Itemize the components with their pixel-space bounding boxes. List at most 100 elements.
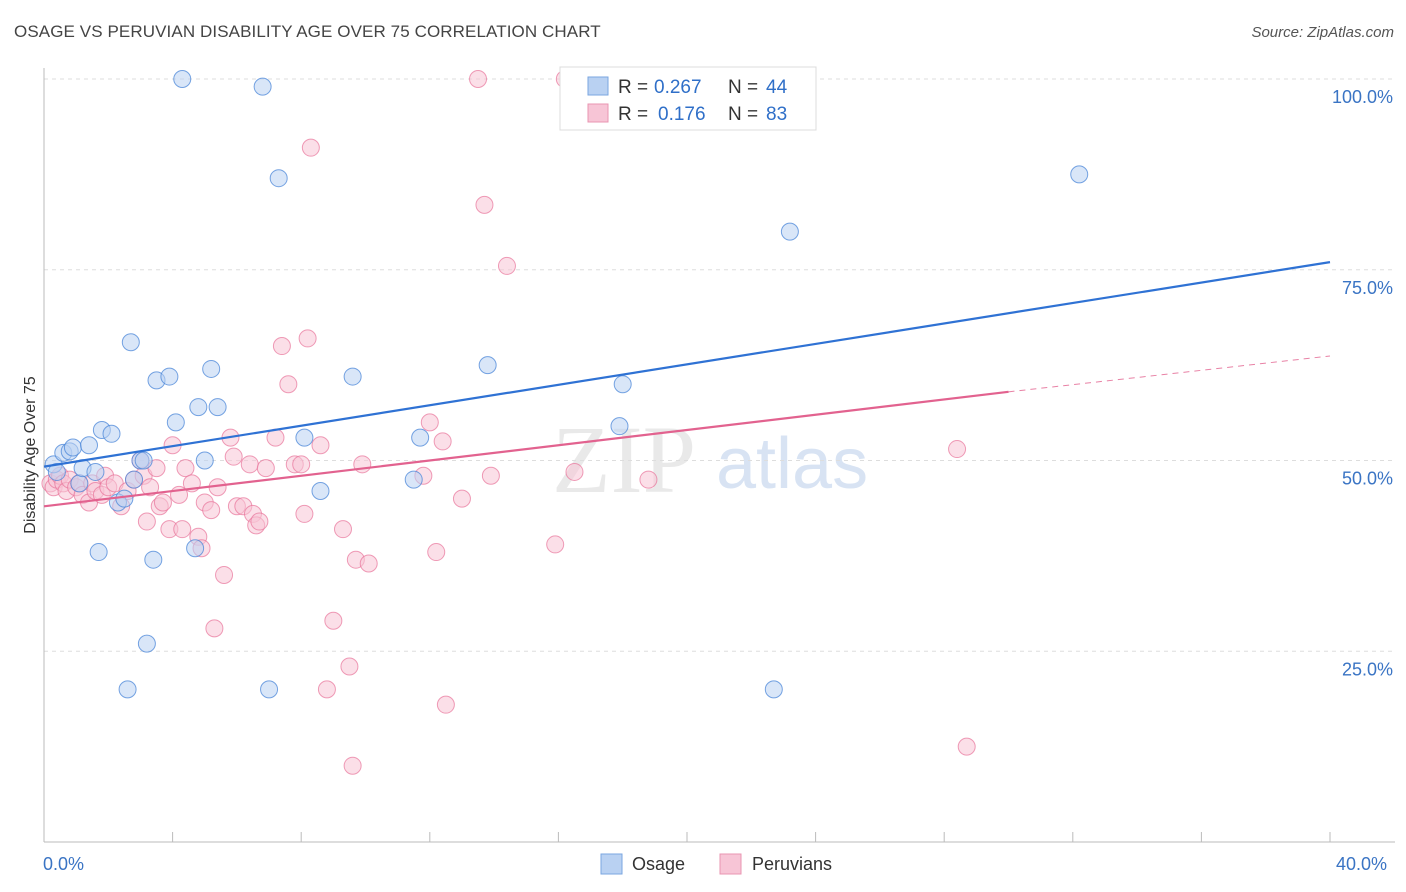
osage-point xyxy=(166,413,185,432)
osage-point xyxy=(134,451,153,470)
legend-r-label-peruvians: R = xyxy=(618,104,648,125)
legend-r-value-osage: 0.267 xyxy=(654,77,702,98)
legend-bottom-label-peruvians: Peruvians xyxy=(752,854,832,874)
peruvians-point xyxy=(279,375,298,394)
chart-title: OSAGE VS PERUVIAN DISABILITY AGE OVER 75… xyxy=(14,22,601,41)
osage-point xyxy=(173,70,192,88)
legend-swatch-peruvians xyxy=(587,103,609,123)
peruvians-point xyxy=(340,657,359,676)
peruvians-point xyxy=(224,447,243,466)
peruvians-point xyxy=(957,737,976,756)
peruvians-point xyxy=(176,459,195,478)
peruvians-point xyxy=(452,489,471,508)
osage-point xyxy=(125,470,144,489)
peruvians-point xyxy=(639,470,658,489)
peruvians-point xyxy=(298,329,317,348)
peruvians-point xyxy=(317,680,336,699)
osage-point xyxy=(269,169,288,188)
peruvians-point xyxy=(359,554,378,573)
peruvians-point xyxy=(948,440,967,459)
peruvians-point xyxy=(475,195,494,214)
peruvians-point xyxy=(250,512,269,531)
legend-n-label-peruvians: N = xyxy=(728,104,758,125)
osage-point xyxy=(118,680,137,699)
peruvians-point xyxy=(311,436,330,455)
osage-point xyxy=(260,680,279,699)
peruvians-point xyxy=(420,413,439,432)
peruvians-point xyxy=(497,256,516,275)
y-tick-labels: 100.0% 75.0% 50.0% 25.0% xyxy=(1332,87,1393,679)
gridlines xyxy=(44,78,1395,652)
legend-r-value-peruvians: 0.176 xyxy=(658,104,706,125)
legend-r-label-osage: R = xyxy=(618,77,648,98)
legend-n-value-peruvians: 83 xyxy=(766,104,787,125)
osage-point xyxy=(63,438,82,457)
y-tick-label: 50.0% xyxy=(1342,469,1393,489)
axes xyxy=(43,68,1395,843)
osage-point xyxy=(186,539,205,558)
osage-point xyxy=(343,367,362,386)
osage-point xyxy=(202,359,221,378)
y-axis-title: Disability Age Over 75 xyxy=(22,376,39,534)
legend-swatch-osage xyxy=(587,76,609,96)
peruvians-trend-extension xyxy=(1008,355,1331,393)
peruvians-point xyxy=(272,337,291,356)
osage-point xyxy=(115,489,134,508)
peruvians-point xyxy=(481,466,500,485)
y-tick-label: 100.0% xyxy=(1332,87,1393,107)
legend-n-label-osage: N = xyxy=(728,77,758,98)
osage-point xyxy=(764,680,783,699)
osage-point xyxy=(102,424,121,443)
legend-bottom-label-osage: Osage xyxy=(632,854,685,874)
peruvians-point xyxy=(292,455,311,474)
osage-point xyxy=(195,451,214,470)
osage-point xyxy=(478,356,497,375)
osage-point xyxy=(253,77,272,96)
osage-point xyxy=(613,375,632,394)
peruvians-point xyxy=(137,512,156,531)
osage-point xyxy=(295,428,314,447)
peruvians-point xyxy=(173,520,192,539)
peruvians-point xyxy=(565,462,584,481)
source-label: Source: ZipAtlas.com xyxy=(1251,24,1394,41)
osage-point xyxy=(780,222,799,241)
legend-bottom-swatch-peruvians xyxy=(719,853,742,875)
peruvians-point xyxy=(215,565,234,584)
peruvians-point xyxy=(205,619,224,638)
peruvians-point xyxy=(141,478,160,497)
osage-point xyxy=(189,398,208,417)
osage-point xyxy=(70,474,89,493)
peruvians-point xyxy=(469,70,488,88)
peruvians-point xyxy=(301,138,320,157)
peruvians-point xyxy=(240,455,259,474)
x-tick-min: 0.0% xyxy=(43,854,84,874)
legend-top: R = 0.267 N = 44 R = 0.176 N = 83 xyxy=(559,66,817,131)
watermark-atlas: atlas xyxy=(716,424,868,504)
osage-point xyxy=(208,398,227,417)
peruvians-point xyxy=(295,504,314,523)
peruvians-point xyxy=(153,493,172,512)
peruvians-point xyxy=(427,543,446,562)
osage-point xyxy=(121,333,140,352)
legend-n-value-osage: 44 xyxy=(766,77,788,98)
osage-point xyxy=(160,367,179,386)
peruvians-point xyxy=(343,756,362,775)
legend-bottom-swatch-osage xyxy=(600,853,623,875)
osage-points xyxy=(44,70,1089,699)
osage-point xyxy=(144,550,163,569)
y-tick-label: 25.0% xyxy=(1342,659,1393,679)
y-tick-label: 75.0% xyxy=(1342,278,1393,298)
peruvians-point xyxy=(433,432,452,451)
trend-lines xyxy=(43,261,1331,508)
peruvians-point xyxy=(436,695,455,714)
osage-point xyxy=(47,462,66,481)
legend-bottom: Osage Peruvians xyxy=(600,853,832,875)
osage-point xyxy=(610,417,629,436)
peruvians-point xyxy=(324,611,343,630)
osage-point xyxy=(80,436,99,455)
peruvians-point xyxy=(546,535,565,554)
osage-point xyxy=(411,428,430,447)
osage-point xyxy=(137,634,156,653)
peruvians-point xyxy=(256,459,275,478)
